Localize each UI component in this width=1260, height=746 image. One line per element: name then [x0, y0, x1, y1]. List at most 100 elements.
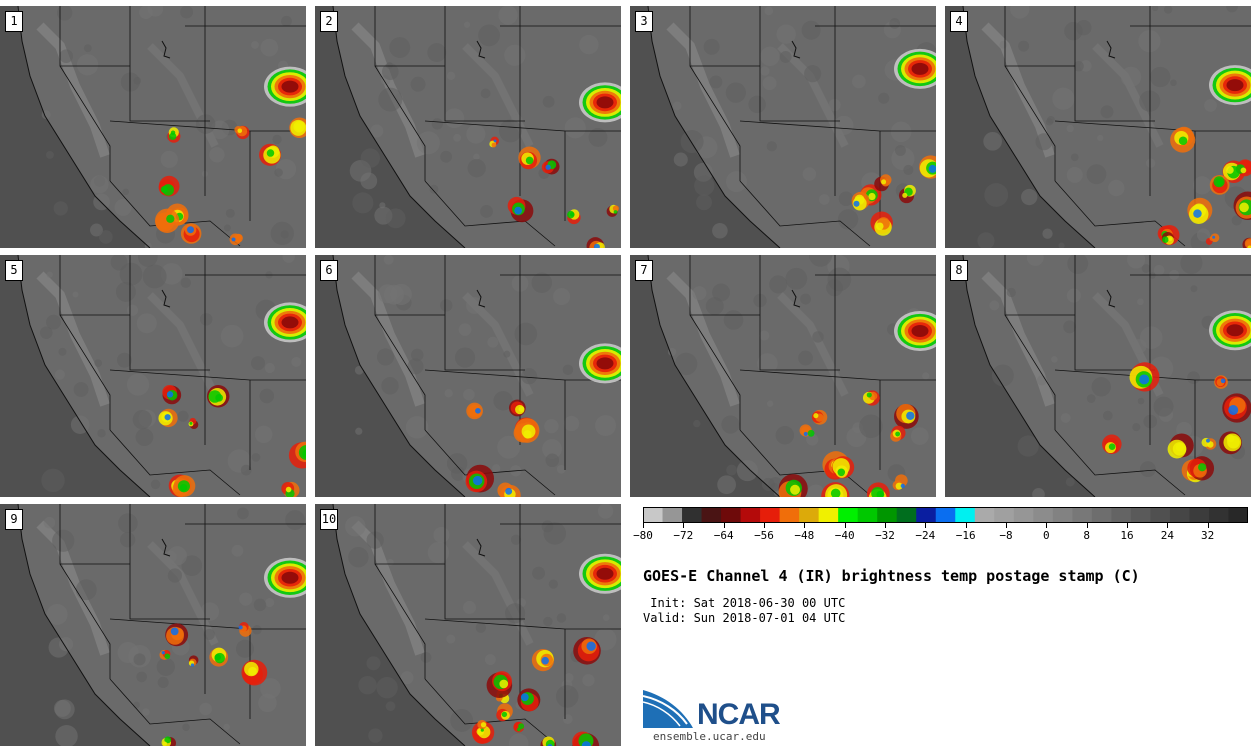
colorbar-swatch	[1111, 507, 1132, 523]
colorbar-tick	[764, 522, 765, 528]
convection-cell	[190, 663, 195, 667]
terrain-texture	[291, 356, 302, 368]
convection-cell	[525, 156, 534, 165]
member-panel-8: 8	[945, 255, 1251, 497]
terrain-texture	[48, 637, 69, 658]
terrain-texture	[411, 348, 424, 362]
colorbar-tick	[723, 522, 725, 528]
terrain-texture	[703, 38, 720, 55]
coastline	[332, 6, 466, 248]
terrain-texture	[203, 628, 215, 640]
terrain-texture	[59, 49, 73, 63]
convection-cell	[164, 736, 172, 744]
terrain-texture	[46, 314, 61, 330]
terrain-texture	[239, 592, 253, 606]
terrain-texture	[807, 484, 825, 497]
colorbar-swatch	[1130, 507, 1151, 523]
terrain-texture	[725, 82, 746, 103]
convection-cell	[596, 567, 614, 580]
terrain-texture	[117, 352, 132, 368]
terrain-texture	[680, 130, 704, 154]
terrain-texture	[1196, 228, 1211, 242]
convection-cell	[545, 164, 551, 170]
terrain-texture	[466, 124, 486, 144]
colorbar-tick-label: 8	[1083, 529, 1090, 542]
terrain-texture	[1086, 164, 1107, 185]
terrain-texture	[696, 194, 713, 211]
terrain-texture	[991, 364, 1014, 387]
terrain-texture	[420, 652, 432, 663]
terrain-texture	[463, 388, 475, 401]
terrain-texture	[53, 201, 68, 216]
convection-cell	[170, 627, 179, 636]
state-border	[759, 255, 840, 371]
state-border	[444, 6, 525, 122]
convection-cell	[187, 226, 195, 234]
terrain-texture	[235, 639, 255, 658]
coastline	[647, 255, 781, 497]
terrain-texture	[766, 141, 777, 152]
terrain-texture	[281, 15, 292, 27]
terrain-texture	[427, 43, 447, 62]
state-border	[689, 314, 741, 430]
terrain-texture	[444, 389, 453, 398]
terrain-texture	[358, 675, 377, 695]
terrain-texture	[532, 566, 546, 580]
lake-outline	[1106, 40, 1116, 59]
terrain-texture	[837, 209, 859, 230]
terrain-texture	[717, 475, 736, 495]
terrain-texture	[562, 714, 573, 725]
terrain-texture	[827, 267, 852, 292]
terrain-texture	[999, 40, 1008, 49]
terrain-texture	[1132, 423, 1141, 432]
terrain-texture	[58, 347, 67, 356]
convection-cell	[1239, 202, 1249, 213]
terrain-texture	[1138, 29, 1161, 53]
convection-cell	[1198, 463, 1207, 472]
terrain-texture	[785, 267, 808, 290]
terrain-texture	[368, 728, 383, 743]
colorbar-tick-label: −48	[794, 529, 815, 542]
terrain-texture	[270, 221, 294, 246]
terrain-texture	[1126, 255, 1146, 269]
terrain-texture	[379, 202, 386, 209]
member-map-9	[0, 504, 306, 746]
terrain-texture	[709, 75, 723, 89]
colorbar-tick	[885, 522, 886, 528]
terrain-texture	[480, 88, 491, 99]
convection-cell	[518, 723, 525, 730]
terrain-texture	[484, 654, 496, 666]
terrain-texture	[223, 224, 231, 232]
terrain-texture	[94, 359, 103, 367]
colorbar-swatch	[662, 507, 683, 523]
terrain-texture	[360, 148, 381, 168]
terrain-texture	[667, 347, 677, 357]
terrain-texture	[1145, 158, 1156, 168]
convection-cell	[581, 741, 591, 746]
terrain-texture	[180, 6, 194, 19]
terrain-texture	[133, 77, 142, 85]
terrain-texture	[389, 37, 411, 58]
terrain-texture	[1086, 394, 1096, 403]
state-border	[444, 504, 525, 620]
terrain-texture	[1170, 79, 1177, 87]
convection-cell	[161, 650, 165, 655]
terrain-texture	[251, 453, 261, 462]
convection-cell	[881, 179, 887, 185]
member-label-9: 9	[5, 509, 23, 530]
convection-cell	[547, 743, 553, 746]
convection-cell	[612, 205, 619, 212]
member-map-10	[315, 504, 621, 746]
colorbar-swatch	[760, 507, 781, 523]
convection-cell	[790, 484, 800, 495]
terrain-texture	[345, 515, 366, 537]
colorbar-tick	[1006, 522, 1007, 528]
colorbar-tick-label: −16	[955, 529, 976, 542]
terrain-texture	[264, 362, 275, 374]
convection-cell	[813, 413, 819, 419]
terrain-texture	[147, 6, 164, 17]
terrain-texture	[726, 464, 738, 476]
member-panel-10: 10	[315, 504, 621, 746]
mountain-ridge	[666, 271, 740, 407]
state-border	[1004, 314, 1056, 430]
